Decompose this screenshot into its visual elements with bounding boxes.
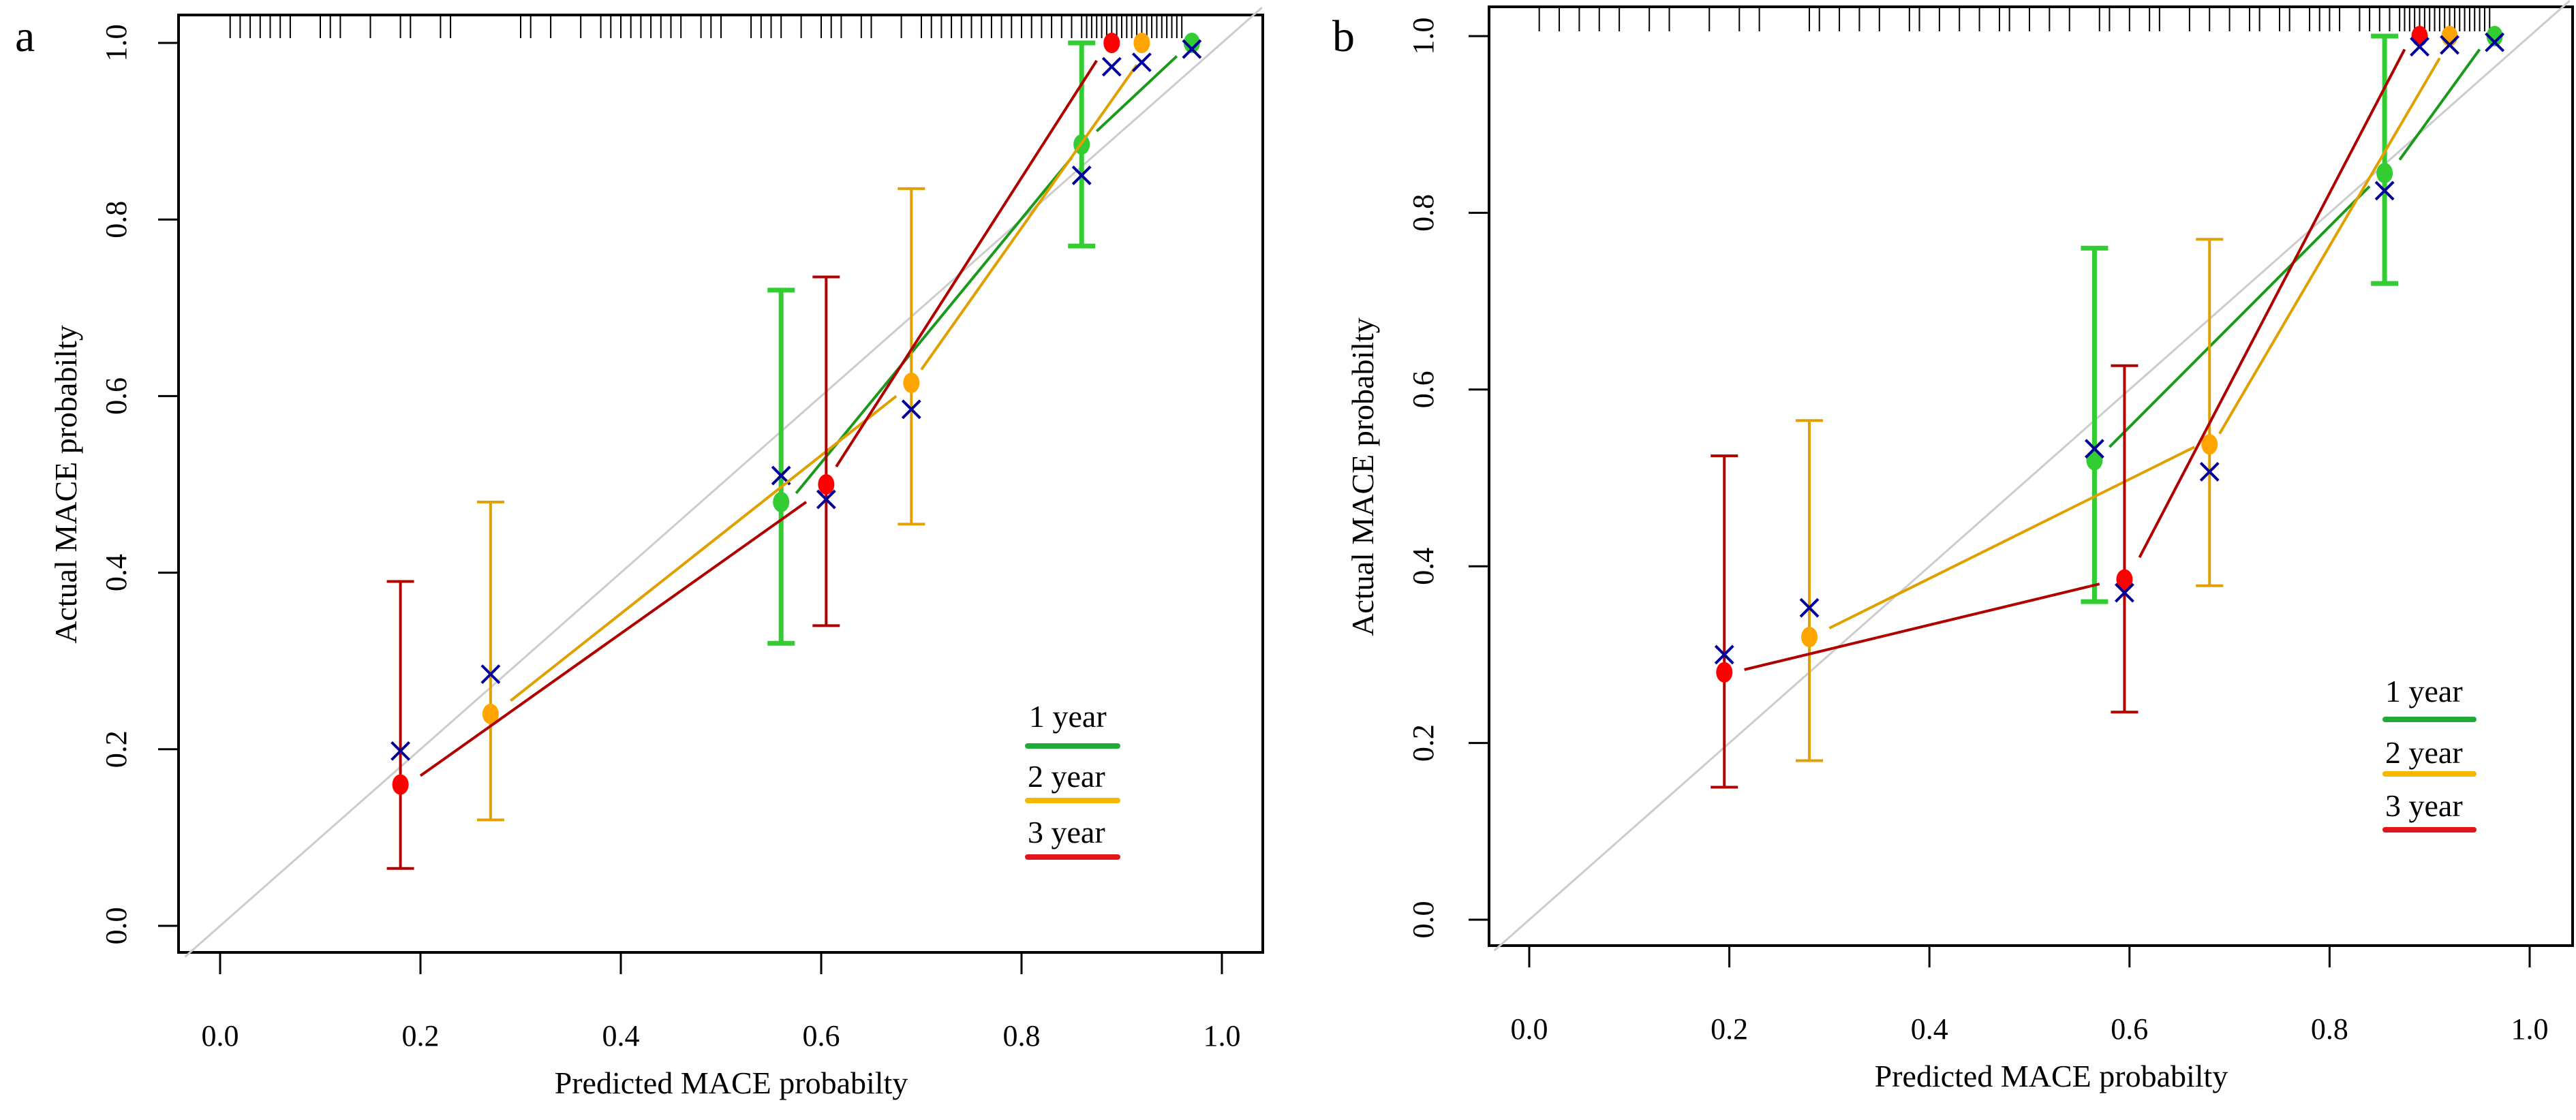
panel-a-legend-label-1-year: 1 year (1029, 699, 1107, 734)
bias-corrected-curve-segment (2218, 57, 2441, 435)
bias-corrected-x-marker (1131, 52, 1152, 72)
bias-corrected-curve-segment (1095, 55, 1178, 133)
y-tick-label: 1.0 (1407, 18, 1440, 55)
panel-b-y-axis-title: Actual MACE probabilty (1345, 317, 1380, 636)
bias-corrected-x-marker (901, 399, 921, 420)
observed-point (482, 703, 499, 724)
x-tick-label: 0.6 (2111, 1012, 2148, 1046)
x-tick-label: 0.2 (1711, 1012, 1748, 1046)
bias-corrected-x-marker (2485, 32, 2505, 52)
panel-a: a Predicted MACE probabilty Actual MACE … (15, 12, 1241, 1100)
panel-b: b Predicted MACE probabilty Actual MACE … (1332, 12, 2549, 1093)
observed-point (903, 372, 920, 393)
observed-point (2486, 26, 2503, 46)
bias-corrected-curve-segment (2398, 48, 2481, 161)
panel-b-frame (1488, 5, 2574, 947)
panel-b-legend-label-1-year: 1 year (2385, 674, 2463, 709)
panel-a-legend-label-2-year: 2 year (1028, 759, 1105, 794)
observed-point (2086, 450, 2103, 471)
observed-point (1133, 33, 1150, 53)
panel-b-plot-area (1488, 0, 2574, 952)
y-tick-label: 0.2 (99, 730, 133, 768)
bias-corrected-x-marker (2440, 35, 2459, 55)
x-tick-label: 0.0 (1511, 1012, 1548, 1046)
panel-a-rug (229, 15, 1183, 38)
bias-corrected-x-marker (480, 664, 501, 685)
panel-b-letter: b (1332, 12, 1355, 61)
y-tick-label: 1.0 (99, 25, 133, 62)
bias-corrected-curve-segment (2138, 48, 2406, 559)
y-tick-label: 0.6 (99, 377, 133, 415)
x-tick-label: 0.6 (803, 1019, 840, 1053)
y-tick-label: 0.0 (99, 907, 133, 945)
panel-a-legend-label-3-year: 3 year (1028, 815, 1105, 850)
bias-corrected-x-marker (771, 465, 791, 486)
bias-corrected-curve-segment (2109, 185, 2371, 448)
panel-a-plot-area (177, 7, 1264, 958)
x-tick-label: 1.0 (2511, 1012, 2549, 1046)
observed-point (773, 491, 790, 512)
bias-corrected-x-marker (1799, 597, 1820, 618)
series-3-year (1711, 26, 2429, 789)
x-tick-label: 0.8 (2311, 1012, 2348, 1046)
bias-corrected-curve-segment (419, 501, 808, 777)
panel-b-legend-label-2-year: 2 year (2385, 735, 2463, 770)
bias-corrected-curve-segment (510, 394, 898, 702)
panel-b-legend-label-3-year: 3 year (2385, 788, 2463, 823)
bias-corrected-curve-segment (835, 59, 1098, 468)
panel-a-legend: 1 year 2 year 3 year (1025, 699, 1120, 860)
panel-a-letter: a (15, 12, 35, 61)
bias-corrected-x-marker (1101, 57, 1122, 77)
y-tick-label: 0.8 (99, 201, 133, 238)
y-tick-label: 0.4 (1407, 548, 1440, 585)
y-tick-label: 0.2 (1407, 724, 1440, 762)
observed-point (1103, 33, 1120, 53)
bias-corrected-x-marker (2199, 462, 2220, 482)
observed-point (2376, 163, 2393, 184)
bias-corrected-x-marker (2374, 181, 2395, 201)
observed-point (1801, 626, 1818, 647)
bias-corrected-x-marker (390, 741, 411, 761)
observed-point (2201, 434, 2218, 455)
bias-corrected-x-marker (1071, 165, 1092, 185)
x-tick-label: 0.0 (202, 1019, 239, 1053)
series-3-year (386, 33, 1122, 870)
observed-point (2116, 569, 2133, 590)
series-1-year (767, 33, 1202, 646)
series-1-year (2081, 26, 2505, 604)
bias-corrected-x-marker (1714, 644, 1734, 665)
y-tick-label: 0.4 (99, 554, 133, 591)
y-tick-label: 0.0 (1407, 901, 1440, 939)
panel-b-rug (1538, 7, 2491, 31)
series-2-year (1796, 26, 2459, 762)
bias-corrected-x-marker (2115, 582, 2134, 603)
observed-point (818, 474, 835, 495)
panel-b-x-axis-title: Predicted MACE probabilty (1875, 1059, 2228, 1093)
observed-point (2411, 26, 2428, 46)
bias-corrected-curve-segment (920, 64, 1138, 371)
x-tick-label: 0.2 (402, 1019, 440, 1053)
series-2-year (476, 33, 1152, 822)
bias-corrected-x-marker (2410, 37, 2429, 57)
x-tick-label: 0.4 (602, 1019, 640, 1053)
bias-corrected-x-marker (2085, 439, 2104, 459)
ideal-reference-line (1493, 0, 2571, 952)
bias-corrected-curve-segment (1828, 446, 2196, 629)
panel-a-x-axis-title: Predicted MACE probabilty (555, 1065, 908, 1100)
x-tick-label: 1.0 (1203, 1019, 1241, 1053)
observed-point (392, 774, 409, 795)
panel-b-legend: 1 year 2 year 3 year (2382, 674, 2477, 833)
x-tick-label: 0.4 (1911, 1012, 1948, 1046)
y-tick-label: 0.8 (1407, 194, 1440, 232)
bias-corrected-x-marker (816, 489, 836, 510)
x-tick-label: 0.8 (1003, 1019, 1041, 1053)
bias-corrected-x-marker (1182, 39, 1202, 59)
y-tick-label: 0.6 (1407, 371, 1440, 408)
observed-point (1716, 662, 1733, 683)
bias-corrected-curve-segment (1744, 582, 2100, 671)
panel-a-y-axis-title: Actual MACE probabilty (48, 325, 83, 644)
observed-point (1183, 33, 1200, 53)
